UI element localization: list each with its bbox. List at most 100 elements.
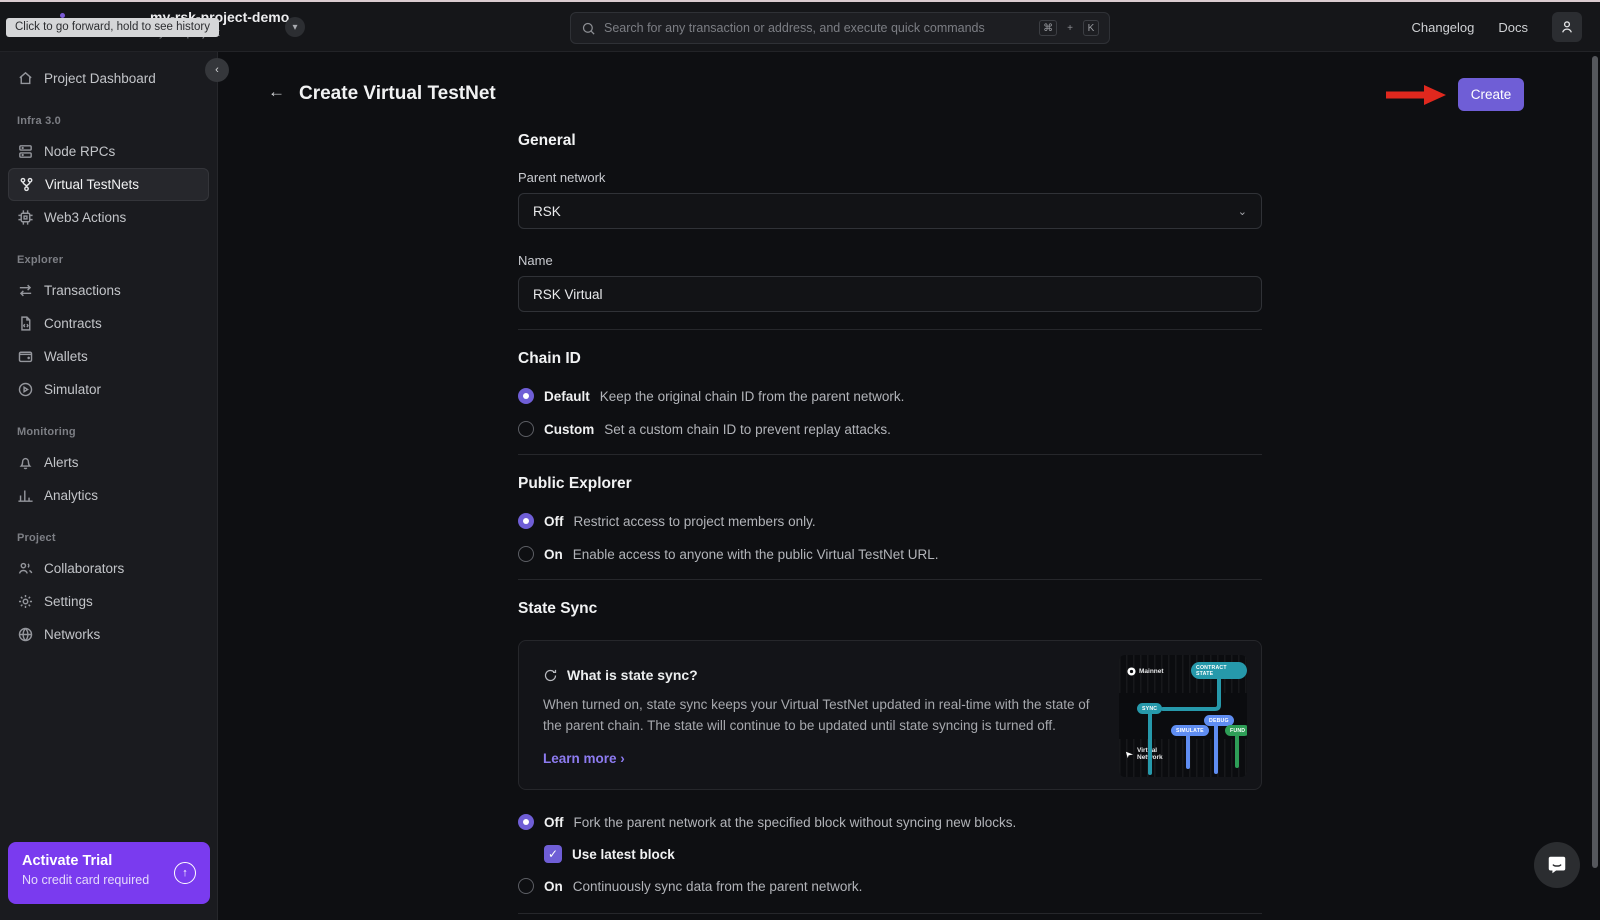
swap-arrows-icon	[19, 284, 32, 297]
back-arrow-icon[interactable]: ←	[268, 82, 285, 101]
sync-info-body: When turned on, state sync keeps your Vi…	[543, 697, 1090, 733]
sidebar-item-label: Settings	[44, 594, 93, 609]
chat-bubble-icon	[1548, 856, 1566, 874]
sidebar-item-contracts[interactable]: Contracts	[8, 307, 209, 340]
sidebar-item-label: Virtual TestNets	[45, 177, 140, 192]
sidebar-section-explorer: Explorer	[17, 254, 64, 266]
chain-id-custom-option[interactable]: Custom Set a custom chain ID to prevent …	[518, 421, 1262, 437]
option-desc: Fork the parent network at the specified…	[573, 814, 1017, 830]
name-input[interactable]	[518, 276, 1262, 312]
sidebar-item-networks[interactable]: Networks	[8, 618, 209, 651]
state-sync-diagram: Mainnet Virtual Network CONTRACT STATE SY…	[1119, 655, 1247, 777]
search-input[interactable]	[604, 21, 1032, 35]
parent-network-label: Parent network	[518, 170, 606, 185]
docs-link[interactable]: Docs	[1498, 19, 1528, 35]
page-scrollbar[interactable]	[1592, 56, 1598, 868]
sidebar-item-label: Alerts	[44, 455, 79, 470]
parent-network-value: RSK	[533, 203, 561, 219]
public-explorer-off-option[interactable]: Off Restrict access to project members o…	[518, 513, 1262, 529]
diagram-connector-lines	[1148, 671, 1239, 775]
server-icon	[19, 145, 32, 158]
sidebar-item-alerts[interactable]: Alerts	[8, 446, 209, 479]
changelog-link[interactable]: Changelog	[1411, 19, 1475, 35]
bar-chart-icon	[18, 490, 33, 502]
sidebar-item-node-rpcs[interactable]: Node RPCs	[8, 135, 209, 168]
main-content: ← Create Virtual TestNet Create General …	[218, 52, 1600, 920]
option-label: Off	[544, 513, 564, 529]
mainnet-label: Mainnet	[1127, 667, 1164, 676]
project-chevron-down-icon[interactable]: ▾	[285, 17, 305, 37]
create-testnet-form: General Parent network RSK ⌄ Name Chain …	[518, 132, 1262, 914]
create-button[interactable]: Create	[1458, 78, 1524, 111]
radio-unselected-icon[interactable]	[518, 421, 534, 437]
chip-icon	[18, 210, 33, 225]
sidebar-item-label: Collaborators	[44, 561, 125, 576]
sidebar-item-label: Project Dashboard	[44, 71, 156, 86]
sidebar-item-web3-actions[interactable]: Web3 Actions	[8, 201, 209, 234]
sidebar-section-project: Project	[17, 532, 56, 544]
trial-title: Activate Trial	[22, 853, 113, 869]
sidebar-item-label: Node RPCs	[44, 144, 116, 159]
global-search[interactable]: ⌘ + K	[570, 12, 1110, 44]
option-label: Default	[544, 388, 590, 404]
badge-fund: FUND	[1225, 725, 1247, 736]
window-top-edge	[0, 0, 1600, 2]
support-chat-button[interactable]	[1534, 842, 1580, 888]
option-desc: Enable access to anyone with the public …	[572, 546, 939, 562]
wallet-icon	[18, 351, 33, 363]
option-desc: Restrict access to project members only.	[573, 513, 816, 529]
chain-id-default-option[interactable]: Default Keep the original chain ID from …	[518, 388, 1262, 404]
sidebar-item-analytics[interactable]: Analytics	[8, 479, 209, 512]
sidebar-item-label: Networks	[44, 627, 101, 642]
virtual-network-icon	[1125, 751, 1134, 758]
checkbox-checked-icon[interactable]: ✓	[544, 845, 562, 863]
sidebar-item-settings[interactable]: Settings	[8, 585, 209, 618]
radio-unselected-icon[interactable]	[518, 546, 534, 562]
radio-unselected-icon[interactable]	[518, 878, 534, 894]
badge-sync: SYNC	[1137, 703, 1163, 714]
option-label: Custom	[544, 421, 595, 437]
section-heading-public-explorer: Public Explorer	[518, 475, 632, 492]
state-sync-off-option[interactable]: Off Fork the parent network at the speci…	[518, 814, 1262, 830]
section-heading-chain-id: Chain ID	[518, 350, 581, 367]
option-desc: Continuously sync data from the parent n…	[572, 878, 863, 894]
virtual-network-band	[1119, 739, 1247, 777]
sidebar-item-wallets[interactable]: Wallets	[8, 340, 209, 373]
home-icon	[19, 71, 32, 85]
chevron-down-icon: ⌄	[1237, 205, 1247, 218]
parent-network-select[interactable]: RSK ⌄	[518, 193, 1262, 229]
sidebar-item-project-dashboard[interactable]: Project Dashboard	[8, 62, 209, 95]
globe-icon	[18, 627, 33, 642]
play-circle-icon	[18, 382, 33, 397]
radio-selected-icon[interactable]	[518, 814, 534, 830]
bell-icon	[19, 457, 32, 470]
sidebar-item-label: Transactions	[44, 283, 121, 298]
mainnet-node-icon	[1127, 667, 1136, 676]
sidebar-section-monitoring: Monitoring	[17, 426, 76, 438]
use-latest-block-checkbox-row[interactable]: ✓ Use latest block	[544, 845, 1262, 863]
learn-more-link[interactable]: Learn more ›	[543, 750, 625, 766]
shortcut-cmd-key: ⌘	[1039, 20, 1058, 36]
radio-selected-icon[interactable]	[518, 388, 534, 404]
document-icon	[21, 316, 31, 331]
checkbox-label: Use latest block	[572, 846, 675, 862]
account-button[interactable]	[1552, 12, 1582, 42]
radio-selected-icon[interactable]	[518, 513, 534, 529]
sidebar-collapse-button[interactable]: ‹	[205, 58, 229, 82]
sidebar-item-label: Wallets	[44, 349, 88, 364]
sidebar-item-virtual-testnets[interactable]: Virtual TestNets	[8, 168, 209, 201]
public-explorer-on-option[interactable]: On Enable access to anyone with the publ…	[518, 546, 1262, 562]
branch-icon	[20, 177, 33, 192]
sidebar-item-transactions[interactable]: Transactions	[8, 274, 209, 307]
state-sync-on-option[interactable]: On Continuously sync data from the paren…	[518, 878, 1262, 894]
option-label: On	[544, 878, 563, 894]
annotation-red-arrow	[1386, 85, 1446, 105]
sidebar-item-simulator[interactable]: Simulator	[8, 373, 209, 406]
option-label: On	[544, 546, 563, 562]
activate-trial-banner[interactable]: Activate Trial No credit card required ↑	[8, 842, 210, 904]
sidebar-item-collaborators[interactable]: Collaborators	[8, 552, 209, 585]
search-icon	[582, 22, 595, 35]
badge-contract-state: CONTRACT STATE	[1191, 662, 1247, 679]
badge-debug: DEBUG	[1204, 715, 1234, 726]
section-heading-general: General	[518, 132, 576, 149]
